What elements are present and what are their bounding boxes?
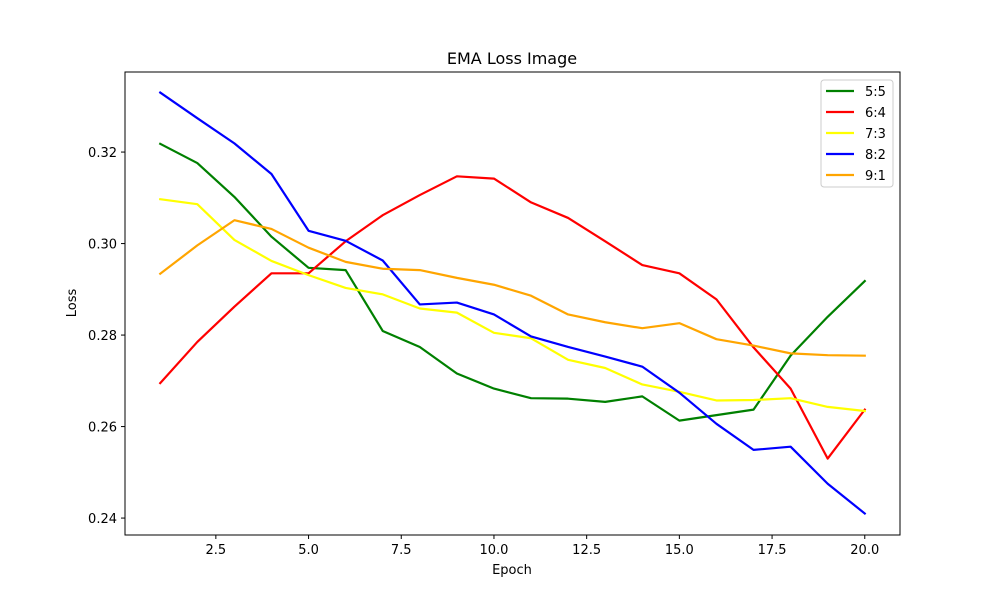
- x-tick-label: 12.5: [572, 543, 601, 558]
- x-tick-label: 15.0: [665, 543, 694, 558]
- series-line-7-3: [158, 197, 866, 413]
- legend-label: 6:4: [865, 106, 886, 121]
- x-tick-label: 17.5: [758, 543, 787, 558]
- legend: 5:5 6:4 7:3 8:2 9:1: [820, 79, 894, 188]
- legend-label: 8:2: [865, 148, 886, 163]
- y-tick-label: 0.24: [88, 512, 117, 527]
- plot-lines: [158, 91, 867, 516]
- x-tick-label: 7.5: [391, 543, 412, 558]
- legend-label: 7:3: [865, 127, 886, 142]
- series-line-8-2: [158, 91, 867, 516]
- series-line-6-4: [158, 175, 867, 460]
- y-axis-ticks: 0.24 0.26 0.28 0.30 0.32: [88, 146, 125, 527]
- x-tick-label: 5.0: [298, 543, 319, 558]
- x-axis-ticks: 2.5 5.0 7.5 10.0 12.5 15.0 17.5 20.0: [206, 535, 879, 558]
- x-tick-label: 10.0: [479, 543, 508, 558]
- y-tick-label: 0.28: [88, 329, 117, 344]
- chart-title: EMA Loss Image: [447, 49, 577, 68]
- y-tick-label: 0.26: [88, 421, 117, 436]
- x-tick-label: 2.5: [206, 543, 227, 558]
- x-axis-label: Epoch: [492, 563, 532, 578]
- plot-frame: [124, 71, 901, 536]
- legend-box: [820, 79, 894, 188]
- series-line-9-1: [158, 219, 866, 357]
- series-line-5-5: [158, 142, 867, 422]
- x-tick-label: 20.0: [850, 543, 879, 558]
- legend-label: 5:5: [865, 85, 886, 100]
- y-axis-label: Loss: [65, 289, 80, 318]
- legend-label: 9:1: [865, 169, 886, 184]
- y-tick-label: 0.30: [88, 238, 117, 253]
- y-tick-label: 0.32: [88, 146, 117, 161]
